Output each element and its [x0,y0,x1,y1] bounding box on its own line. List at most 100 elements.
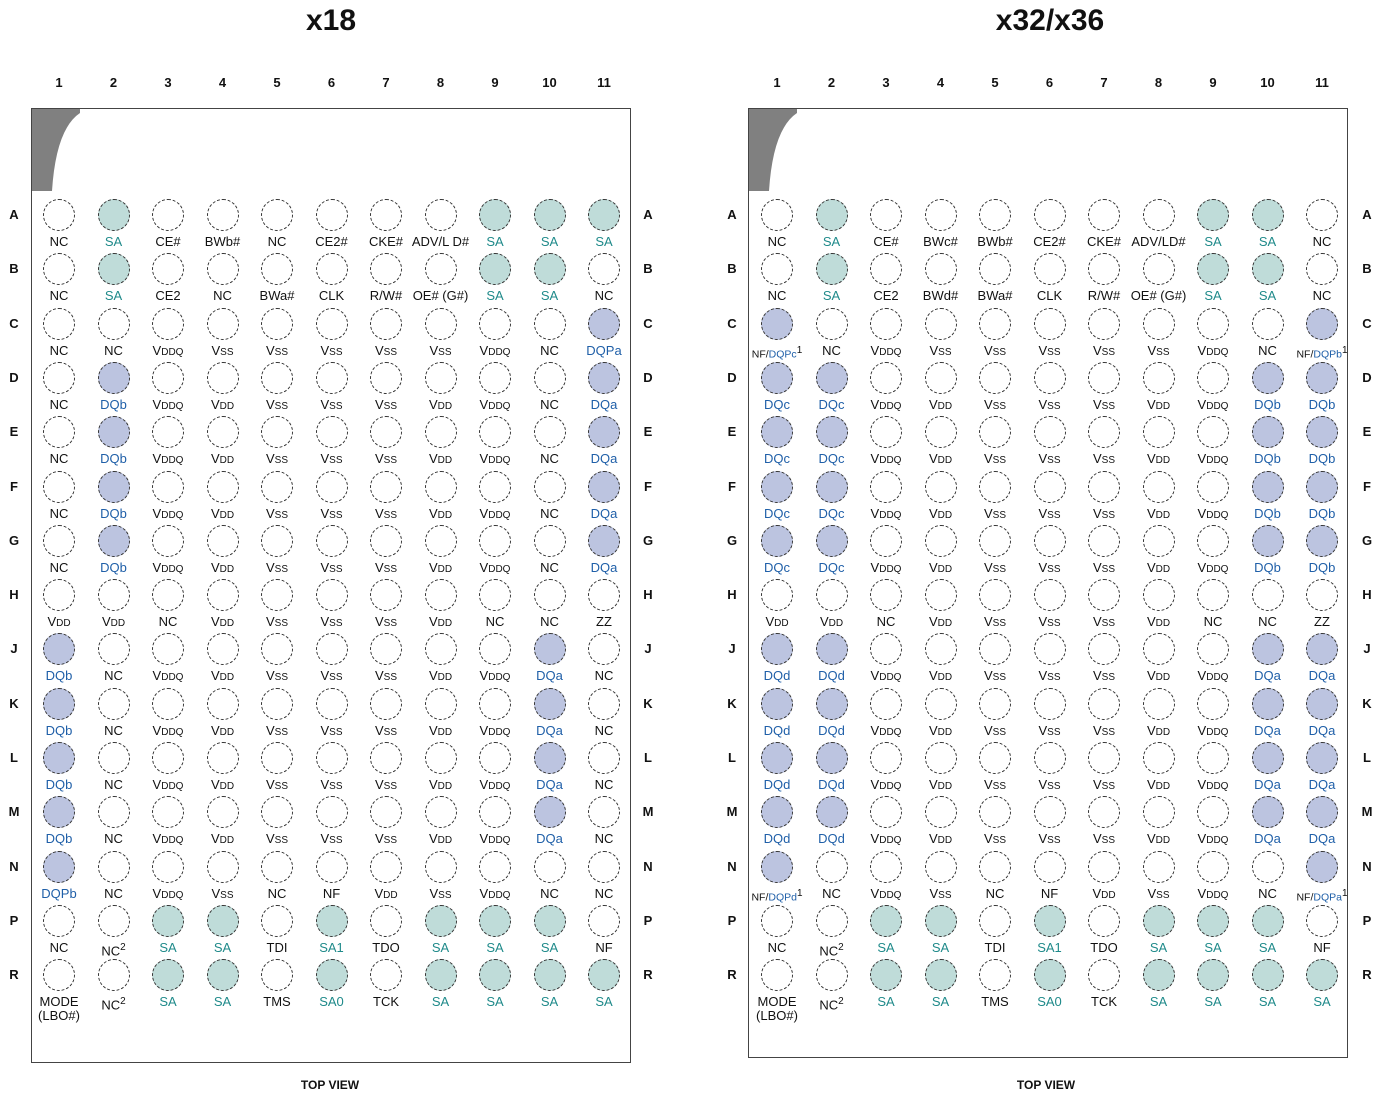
pin-label: VSS [265,831,288,847]
pin-label: VDD [428,559,453,575]
pin-label: VDD [428,831,453,847]
pin-label: TDO [1090,939,1118,955]
column-number: 4 [936,75,945,90]
pin-label: DQPb [41,885,77,901]
ball-K5 [979,687,1011,720]
pin-label: SA0 [319,994,344,1010]
ball-C6 [315,307,348,340]
pin-label: VSS [1092,505,1115,521]
ball-K6 [1033,687,1066,720]
pin-label: SA [1258,994,1277,1010]
pin-label: SA [486,288,504,304]
pin-label: VSS [1092,722,1115,738]
column-number: 7 [382,75,390,90]
ball-G3 [870,524,902,557]
ball-L1 [43,742,75,774]
ball-C1 [43,307,75,340]
ball-L7 [370,742,402,774]
ball-K5 [261,687,293,720]
ball-M3 [870,796,902,829]
ball-M7 [370,796,402,829]
pin-label: SA [486,939,504,955]
ball-R7 [1088,959,1120,992]
pin-label: DQc [764,505,790,521]
pin-label: VDD [928,722,953,738]
pin-label: VDDQ [479,342,511,358]
ball-K7 [1088,687,1120,720]
ball-E9 [479,416,511,449]
pin-label: VDD [819,614,844,630]
ball-B4 [206,253,239,286]
pin-label: NF/DQPb1 [1296,344,1348,361]
ball-N7 [370,850,402,883]
pin-label: DQb [45,777,73,792]
pin-label: VDDQ [870,451,902,467]
pin-label: BWb# [977,234,1013,249]
ball-P7 [370,904,402,937]
ball-C3 [152,307,184,340]
ball-P9 [1197,904,1229,937]
ball-J11 [588,633,620,666]
column-number: 4 [218,75,227,90]
pin-label: VSS [374,614,397,630]
ball-L3 [870,742,902,774]
pin-label: NC [1258,342,1277,358]
pin-label: NC [822,885,841,901]
ball-B3 [870,253,902,286]
ball-C1 [761,307,793,340]
pin-label: TCK [373,994,399,1010]
pin-label: DQb [1254,396,1281,412]
pin-label: DQPa [586,342,622,358]
ball-J5 [261,633,293,666]
pin-label: DQb [1308,396,1336,412]
column-number: 2 [827,75,836,90]
pin-label: VSS [1092,668,1115,684]
pin-label: VDD [765,614,789,630]
ball-D1 [761,361,793,394]
ball-L11 [588,742,620,774]
ball-P6 [1033,904,1066,937]
ball-M5 [979,796,1011,829]
row-letter: J [728,641,736,657]
ball-E1 [761,416,793,449]
ball-N4 [206,850,239,883]
ball-R1 [761,959,793,992]
pin-label: DQb [1254,451,1281,467]
pin-label: CKE# [1087,234,1121,249]
pin-label: NC [594,777,614,792]
ball-H10 [1251,579,1284,612]
ball-C4 [206,307,239,340]
ball-B10 [533,253,566,286]
row-letter: E [9,424,19,440]
ball-R2 [97,959,130,992]
pin-label: NC [213,288,232,304]
pin-label: SA [540,288,559,304]
ball-A1 [761,199,793,231]
pin-label: NC [1203,614,1223,630]
pin-label: DQa [1254,777,1281,792]
row-letter: E [1362,424,1372,440]
column-number: 9 [1209,75,1217,90]
pin-label: CLK [1036,288,1063,304]
ball-E1 [43,416,75,449]
ball-M8 [424,796,457,829]
ball-L11 [1306,742,1338,774]
pin-label: VDDQ [152,831,184,847]
pin-label: DQd [763,722,791,738]
ball-G1 [761,524,793,557]
pin-label: VSS [1038,505,1061,521]
pin-label: VDD [928,831,953,847]
ball-G10 [1251,524,1284,557]
ball-E11 [1306,416,1338,449]
ball-A6 [1033,199,1066,231]
pin-label: NC [267,234,287,249]
ball-A10 [1251,199,1284,231]
ball-M9 [479,796,511,829]
ball-R5 [979,959,1011,992]
pin-label: BWa# [259,288,295,304]
pin-label: MODE (LBO#) [38,994,80,1024]
ball-E10 [533,416,566,449]
ball-C7 [1088,307,1120,340]
pin-label: VDD [428,505,453,521]
pin-label: VDDQ [479,885,511,901]
